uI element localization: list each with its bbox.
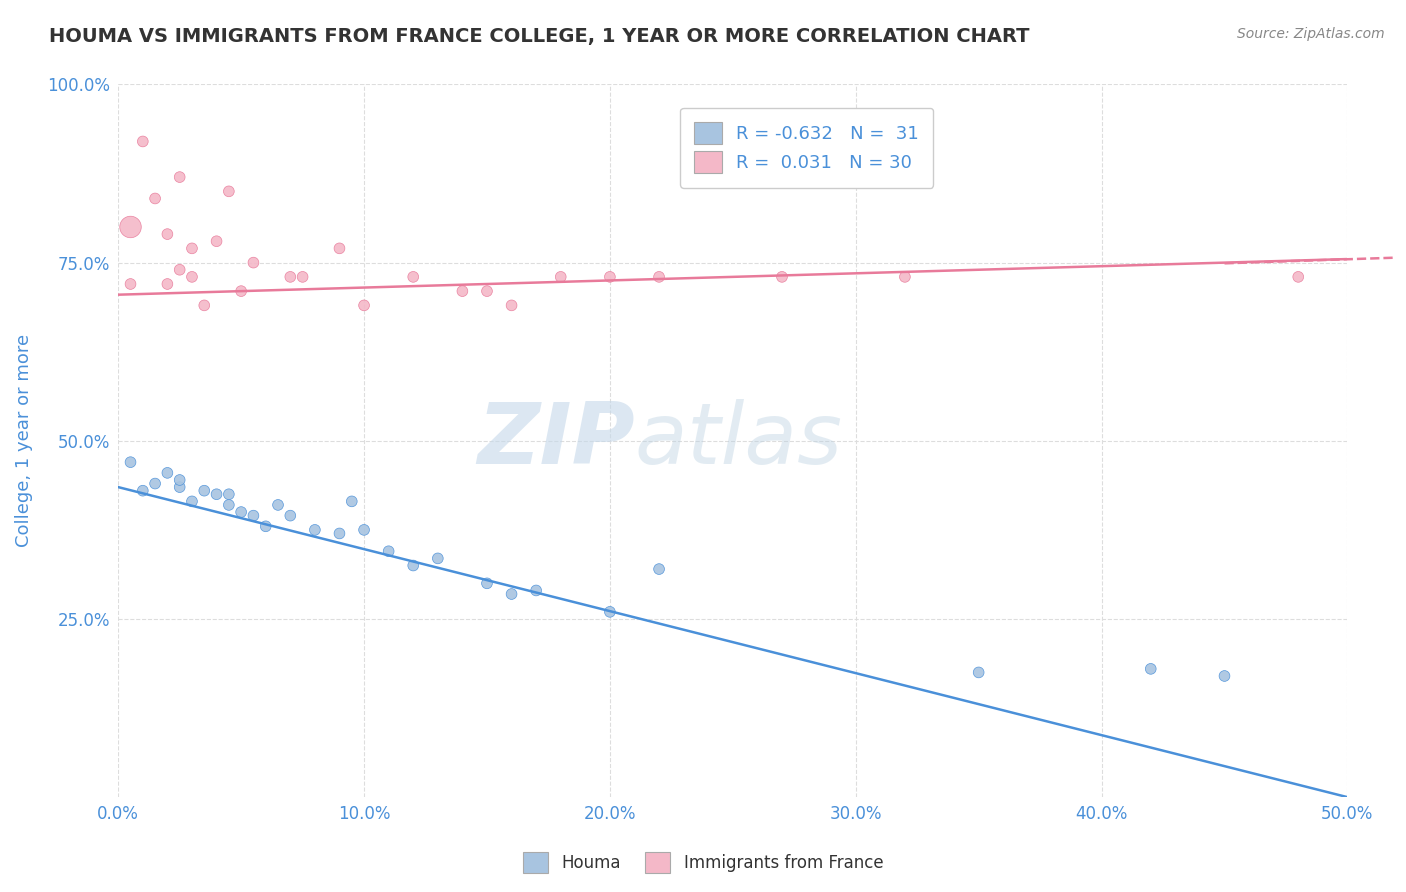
Text: ZIP: ZIP xyxy=(477,400,634,483)
Point xyxy=(205,487,228,501)
Point xyxy=(377,544,399,558)
Point xyxy=(278,269,301,284)
Point xyxy=(242,255,264,269)
Point xyxy=(169,473,191,487)
Point xyxy=(340,494,363,508)
Point xyxy=(501,298,523,312)
Text: Source: ZipAtlas.com: Source: ZipAtlas.com xyxy=(1237,27,1385,41)
Point xyxy=(1286,269,1309,284)
Point xyxy=(967,665,990,680)
Point xyxy=(254,519,277,533)
Point xyxy=(132,483,155,498)
Point xyxy=(267,498,290,512)
Point xyxy=(120,455,142,469)
Point xyxy=(304,523,326,537)
Y-axis label: College, 1 year or more: College, 1 year or more xyxy=(15,334,32,548)
Point xyxy=(328,241,350,255)
Point xyxy=(181,494,204,508)
Point xyxy=(218,498,240,512)
Point xyxy=(291,269,314,284)
Point xyxy=(402,558,425,573)
Point xyxy=(132,135,155,149)
Point xyxy=(501,587,523,601)
Point xyxy=(599,605,621,619)
Point xyxy=(328,526,350,541)
Point xyxy=(426,551,449,566)
Point xyxy=(218,185,240,199)
Legend: R = -0.632   N =  31, R =  0.031   N = 30: R = -0.632 N = 31, R = 0.031 N = 30 xyxy=(681,108,934,188)
Point xyxy=(169,262,191,277)
Point xyxy=(193,483,215,498)
Point xyxy=(120,277,142,291)
Point xyxy=(181,241,204,255)
Point xyxy=(278,508,301,523)
Point xyxy=(648,562,671,576)
Point xyxy=(353,298,375,312)
Legend: Houma, Immigrants from France: Houma, Immigrants from France xyxy=(516,846,890,880)
Point xyxy=(143,476,166,491)
Point xyxy=(143,192,166,206)
Point xyxy=(475,284,498,298)
Point xyxy=(218,487,240,501)
Point xyxy=(169,480,191,494)
Point xyxy=(648,269,671,284)
Point xyxy=(205,234,228,248)
Point xyxy=(181,269,204,284)
Point xyxy=(156,277,179,291)
Text: HOUMA VS IMMIGRANTS FROM FRANCE COLLEGE, 1 YEAR OR MORE CORRELATION CHART: HOUMA VS IMMIGRANTS FROM FRANCE COLLEGE,… xyxy=(49,27,1029,45)
Point xyxy=(599,269,621,284)
Point xyxy=(1139,662,1161,676)
Point xyxy=(156,466,179,480)
Point xyxy=(242,508,264,523)
Text: atlas: atlas xyxy=(634,400,842,483)
Point xyxy=(402,269,425,284)
Point xyxy=(451,284,474,298)
Point xyxy=(524,583,547,598)
Point xyxy=(353,523,375,537)
Point xyxy=(231,284,253,298)
Point xyxy=(120,219,142,234)
Point xyxy=(770,269,793,284)
Point xyxy=(1213,669,1236,683)
Point xyxy=(156,227,179,241)
Point xyxy=(169,170,191,185)
Point xyxy=(231,505,253,519)
Point xyxy=(475,576,498,591)
Point xyxy=(894,269,917,284)
Point xyxy=(193,298,215,312)
Point xyxy=(550,269,572,284)
